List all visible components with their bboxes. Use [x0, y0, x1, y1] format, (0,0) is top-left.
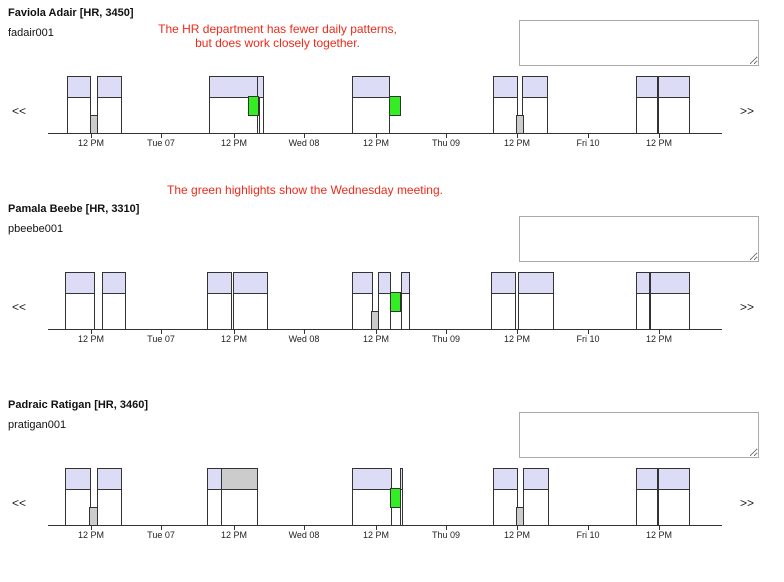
notes-textarea[interactable]: [519, 412, 759, 458]
prev-week-button[interactable]: <<: [12, 104, 27, 118]
schedule-block[interactable]: [493, 468, 518, 490]
axis-tick-label: 12 PM: [504, 138, 530, 148]
axis-tick-label: 12 PM: [504, 334, 530, 344]
schedule-block[interactable]: [352, 272, 373, 294]
busy-marker[interactable]: [516, 507, 524, 526]
axis-tick-label: Thu 09: [432, 334, 460, 344]
next-week-button[interactable]: >>: [740, 496, 755, 510]
person-userid: pratigan001: [8, 419, 67, 431]
meeting-highlight[interactable]: [390, 292, 401, 312]
axis-tick-label: Fri 10: [576, 138, 599, 148]
axis-tick-label: 12 PM: [646, 138, 672, 148]
schedule-block[interactable]: [65, 468, 91, 490]
schedule-block[interactable]: [636, 468, 658, 490]
meeting-highlight[interactable]: [390, 488, 401, 508]
axis-tick-label: Wed 08: [289, 334, 320, 344]
axis-tick-label: Fri 10: [576, 530, 599, 540]
axis-tick-label: 12 PM: [363, 138, 389, 148]
axis-tick-label: 12 PM: [646, 530, 672, 540]
schedule-block[interactable]: [491, 272, 516, 294]
busy-marker[interactable]: [516, 115, 524, 134]
person-panel: Padraic Ratigan [HR, 3460] pratigan001 << >…: [0, 392, 784, 582]
person-userid: fadair001: [8, 27, 54, 39]
axis-tick-label: Wed 08: [289, 530, 320, 540]
notes-textarea[interactable]: [519, 20, 759, 66]
schedule-timeline: 12 PM Tue 07 12 PM Wed 08 12 PM Thu 09 12 PM Fr…: [48, 76, 722, 148]
schedule-block[interactable]: [658, 76, 690, 98]
schedule-block[interactable]: [650, 272, 690, 294]
axis-tick-label: 12 PM: [78, 334, 104, 344]
schedule-block[interactable]: [400, 468, 403, 490]
schedule-timeline: 12 PM Tue 07 12 PM Wed 08 12 PM Thu 09 12 PM Fr…: [48, 468, 722, 540]
person-name: Faviola Adair [HR, 3450]: [8, 7, 134, 19]
schedule-block[interactable]: [523, 468, 549, 490]
axis-tick-label: 12 PM: [221, 138, 247, 148]
person-panel: Faviola Adair [HR, 3450] fadair001 << >> 12 …: [0, 0, 784, 190]
axis-tick-label: 12 PM: [78, 530, 104, 540]
schedule-block[interactable]: [207, 468, 222, 490]
busy-marker[interactable]: [90, 115, 98, 134]
axis-tick-label: Tue 07: [147, 334, 175, 344]
axis-tick-label: 12 PM: [221, 530, 247, 540]
schedule-block[interactable]: [97, 468, 122, 490]
busy-marker[interactable]: [89, 507, 98, 526]
axis-tick-label: Tue 07: [147, 138, 175, 148]
axis-tick-label: Wed 08: [289, 138, 320, 148]
axis-tick-label: 12 PM: [363, 334, 389, 344]
next-week-button[interactable]: >>: [740, 300, 755, 314]
person-userid: pbeebe001: [8, 223, 64, 235]
meeting-highlight[interactable]: [248, 96, 259, 116]
meeting-highlight[interactable]: [389, 96, 401, 116]
schedule-block[interactable]: [352, 468, 392, 490]
axis-tick-label: 12 PM: [221, 334, 247, 344]
schedule-block[interactable]: [233, 272, 268, 294]
schedule-block[interactable]: [67, 76, 91, 98]
schedule-block[interactable]: [401, 272, 410, 294]
schedule-block[interactable]: [522, 76, 548, 98]
person-name: Pamala Beebe [HR, 3310]: [8, 203, 140, 215]
person-name: Padraic Ratigan [HR, 3460]: [8, 399, 148, 411]
schedule-block[interactable]: [102, 272, 126, 294]
schedule-block[interactable]: [636, 272, 650, 294]
next-week-button[interactable]: >>: [740, 104, 755, 118]
axis-tick-label: Thu 09: [432, 138, 460, 148]
schedule-block[interactable]: [221, 468, 258, 490]
busy-marker[interactable]: [371, 311, 379, 330]
schedule-block[interactable]: [378, 272, 391, 294]
axis-tick-label: 12 PM: [646, 334, 672, 344]
axis-tick-label: Fri 10: [576, 334, 599, 344]
schedule-block[interactable]: [518, 272, 554, 294]
axis-tick-label: Tue 07: [147, 530, 175, 540]
annotation-green-highlights: The green highlights show the Wednesday …: [167, 183, 443, 197]
schedule-timeline: 12 PM Tue 07 12 PM Wed 08 12 PM Thu 09 12 PM Fr…: [48, 272, 722, 344]
schedule-block[interactable]: [658, 468, 690, 490]
prev-week-button[interactable]: <<: [12, 496, 27, 510]
schedule-block[interactable]: [65, 272, 95, 294]
schedule-block[interactable]: [209, 76, 260, 98]
axis-tick-label: 12 PM: [504, 530, 530, 540]
prev-week-button[interactable]: <<: [12, 300, 27, 314]
schedule-block[interactable]: [352, 76, 390, 98]
schedule-block[interactable]: [257, 76, 264, 98]
annotation-hr-patterns: The HR department has fewer daily patter…: [158, 22, 397, 50]
axis-tick-label: 12 PM: [363, 530, 389, 540]
axis-tick-label: Thu 09: [432, 530, 460, 540]
schedule-block[interactable]: [636, 76, 658, 98]
person-panel: Pamala Beebe [HR, 3310] pbeebe001 << >> 12 P…: [0, 196, 784, 386]
schedule-block[interactable]: [97, 76, 122, 98]
schedule-block[interactable]: [207, 272, 232, 294]
schedule-block[interactable]: [493, 76, 518, 98]
axis-tick-label: 12 PM: [78, 138, 104, 148]
notes-textarea[interactable]: [519, 216, 759, 262]
